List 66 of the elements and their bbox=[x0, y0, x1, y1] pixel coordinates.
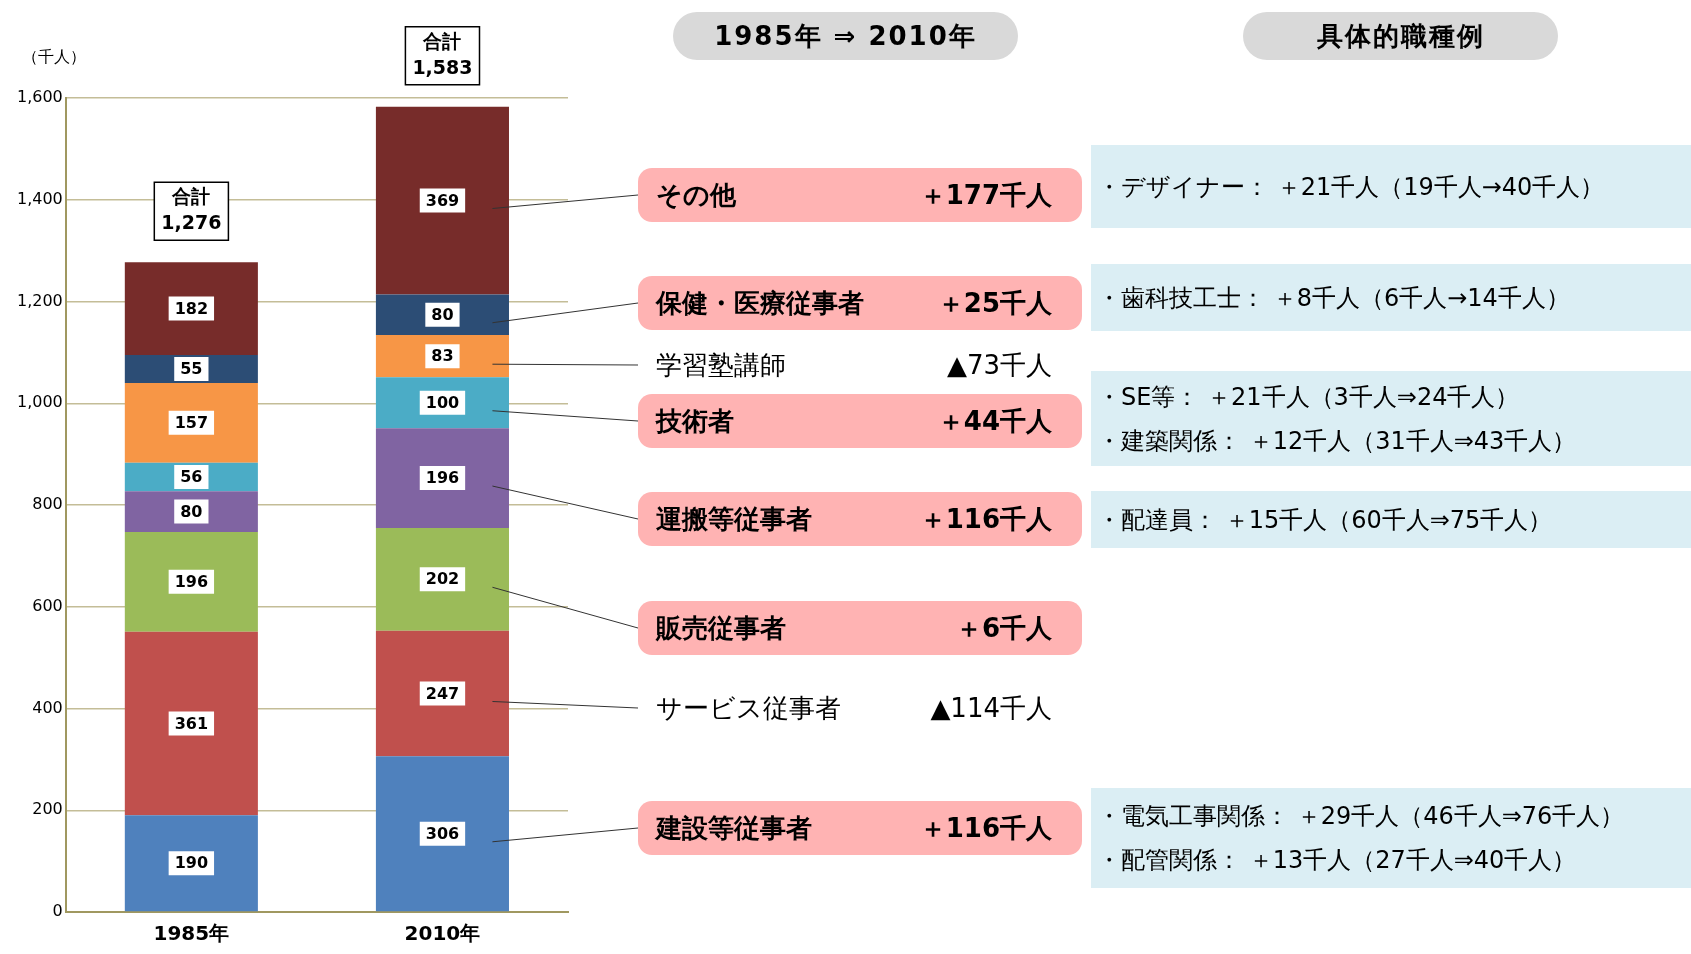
data-label: 196 bbox=[174, 571, 209, 591]
text: ・電気工事関係： ＋29千人（46千人⇒76千人） bbox=[1097, 801, 1626, 832]
data-label: 369 bbox=[425, 190, 460, 210]
text: ＋6千人 bbox=[955, 611, 1052, 645]
y-tick-label: 600 bbox=[32, 595, 63, 615]
bar bbox=[375, 527, 509, 631]
bar bbox=[375, 756, 509, 912]
text: ・配管関係： ＋13千人（27千人⇒40千人） bbox=[1097, 845, 1578, 876]
text: ・歯科技工士： ＋8千人（6千人→14千人） bbox=[1097, 282, 1571, 314]
data-label: 55 bbox=[180, 359, 203, 379]
text: 販売従事者 bbox=[656, 611, 786, 645]
total-label: 合計 1,276 bbox=[161, 185, 222, 234]
text: その他 bbox=[656, 178, 736, 212]
total-label: 合計 1,583 bbox=[412, 29, 473, 78]
data-label: 361 bbox=[174, 713, 209, 733]
data-label: 100 bbox=[425, 392, 460, 412]
x-tick-label: 1985年 bbox=[153, 921, 230, 946]
data-label: 80 bbox=[431, 304, 454, 324]
data-label: 182 bbox=[174, 298, 209, 318]
data-label: 202 bbox=[425, 569, 460, 589]
text: ・SE等： ＋21千人（3千人⇒24千人） bbox=[1097, 381, 1521, 413]
text: 建設等従事者 bbox=[656, 811, 812, 845]
text: 運搬等従事者 bbox=[656, 502, 812, 536]
bar bbox=[124, 631, 258, 816]
y-tick-label: 400 bbox=[32, 697, 63, 717]
text: ▲114千人 bbox=[930, 691, 1052, 725]
data-label: 306 bbox=[425, 823, 460, 843]
data-label: 196 bbox=[425, 468, 460, 488]
text: ＋177千人 bbox=[919, 178, 1052, 212]
bar bbox=[124, 491, 258, 532]
text: ▲73千人 bbox=[946, 348, 1052, 382]
data-label: 157 bbox=[174, 412, 209, 432]
data-label: 80 bbox=[180, 501, 203, 521]
text: 具体的職種例 bbox=[1243, 12, 1558, 60]
y-tick-label: 800 bbox=[32, 494, 63, 514]
text: ＋25千人 bbox=[937, 286, 1052, 320]
text: ・デザイナー： ＋21千人（19千人→40千人） bbox=[1097, 171, 1606, 203]
data-label: 83 bbox=[431, 346, 454, 366]
text: ・配達員： ＋15千人（60千人⇒75千人） bbox=[1097, 504, 1554, 536]
bar bbox=[124, 815, 258, 912]
y-axis-title: （千人） bbox=[22, 47, 86, 67]
y-tick-label: 1,200 bbox=[16, 290, 63, 310]
text: 技術者 bbox=[656, 404, 734, 438]
bar bbox=[375, 106, 509, 295]
bar bbox=[375, 630, 509, 757]
y-tick-label: 1,400 bbox=[16, 188, 63, 208]
y-tick-label: 200 bbox=[32, 799, 63, 819]
text: ＋116千人 bbox=[919, 502, 1052, 536]
bar bbox=[124, 531, 258, 632]
y-tick-label: 1,600 bbox=[16, 87, 63, 107]
bar bbox=[124, 382, 258, 463]
text: サービス従事者 bbox=[656, 691, 841, 725]
y-tick-label: 0 bbox=[52, 901, 63, 921]
bar bbox=[124, 262, 258, 355]
x-tick-label: 2010年 bbox=[404, 921, 481, 946]
text: 保健・医療従事者 bbox=[656, 286, 864, 320]
text: ・建築関係： ＋12千人（31千人⇒43千人） bbox=[1097, 425, 1578, 457]
text: 1985年 ⇒ 2010年 bbox=[673, 12, 1018, 60]
data-label: 56 bbox=[180, 467, 203, 487]
data-label: 190 bbox=[174, 853, 209, 873]
text: ＋44千人 bbox=[937, 404, 1052, 438]
data-label: 247 bbox=[425, 683, 460, 703]
text: 学習塾講師 bbox=[656, 348, 786, 382]
y-tick-label: 1,000 bbox=[16, 392, 63, 412]
bar bbox=[375, 428, 509, 528]
text: ＋116千人 bbox=[919, 811, 1052, 845]
